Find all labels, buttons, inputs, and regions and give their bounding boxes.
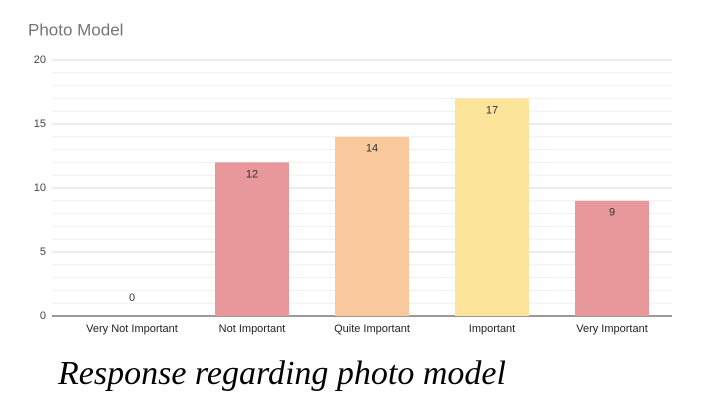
x-tick-label: Important [469,323,515,335]
x-tick-label: Very Important [576,323,648,335]
bar [575,200,649,316]
y-tick-label: 10 [34,182,46,194]
value-label: 9 [609,207,615,219]
chart-title: Photo Model [28,20,123,39]
y-tick-label: 15 [34,118,46,130]
bar [455,98,529,317]
x-tick-label: Not Important [219,323,286,335]
value-label: 17 [486,104,498,116]
value-label: 12 [246,168,258,180]
y-tick-label: 20 [34,54,46,66]
y-tick-label: 5 [40,246,46,258]
value-label: 0 [129,292,135,304]
bar [335,136,409,316]
value-label: 14 [366,143,378,155]
caption: Response regarding photo model [57,355,506,392]
bar [215,162,289,316]
y-tick-label: 0 [40,310,46,322]
x-tick-label: Very Not Important [86,323,178,335]
x-tick-label: Quite Important [334,323,410,335]
